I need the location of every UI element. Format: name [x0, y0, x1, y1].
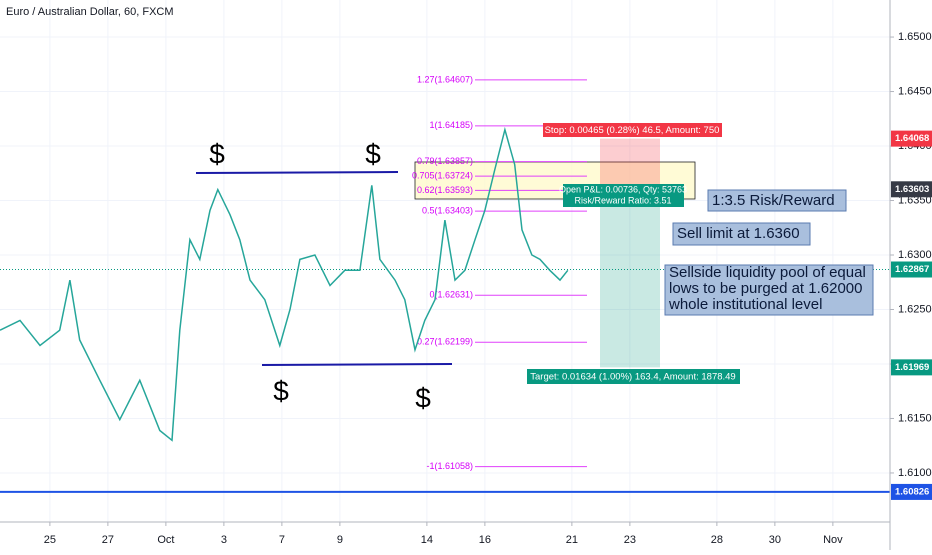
- x-tick-label: 9: [337, 534, 343, 546]
- ratio-label: Risk/Reward Ratio: 3.51: [574, 195, 671, 205]
- pnl-label: Open P&L: 0.00736, Qty: 53763: [559, 184, 687, 194]
- x-tick-label: Nov: [823, 534, 843, 546]
- target-label: Target: 0.01634 (1.00%) 163.4, Amount: 1…: [530, 372, 735, 383]
- time-axis: [0, 522, 890, 550]
- price-badge: [891, 483, 932, 500]
- equal-highs-line: [195, 171, 399, 174]
- x-tick-label: 28: [711, 534, 723, 546]
- price-badge-label: 1.62867: [895, 264, 929, 275]
- y-tick-label: 1.65000: [898, 31, 932, 43]
- pnl-label-box: [563, 184, 684, 207]
- x-tick-label: 30: [769, 534, 781, 546]
- fib-label: 0.705(1.63724): [412, 170, 473, 180]
- x-tick-label: 7: [279, 534, 285, 546]
- price-badge: [891, 359, 932, 376]
- dollar-marker: $: [273, 375, 289, 406]
- price-line: [0, 126, 569, 442]
- fib-label: 1(1.64185): [429, 120, 473, 130]
- note-box: [707, 189, 847, 212]
- note-box: [664, 264, 874, 316]
- note: 1:3.5 Risk/Reward: [712, 192, 835, 209]
- x-tick-label: 21: [566, 534, 578, 546]
- price-badge: [891, 130, 932, 147]
- y-tick-label: 1.63000: [898, 249, 932, 261]
- note-box: [672, 222, 811, 246]
- fib-label: 1.27(1.64607): [417, 74, 473, 84]
- fib-label: 0.27(1.62199): [417, 337, 473, 347]
- dollar-marker: $: [209, 138, 225, 169]
- y-tick-label: 1.61000: [898, 467, 932, 479]
- x-tick-label: 23: [624, 534, 636, 546]
- x-tick-label: 27: [102, 534, 114, 546]
- dollar-marker: $: [415, 382, 431, 413]
- position-tool: [600, 138, 660, 368]
- price-badge-label: 1.61969: [895, 362, 929, 373]
- note: whole institutional level: [668, 296, 822, 313]
- grid: [0, 0, 890, 522]
- risk-zone: [600, 138, 660, 190]
- fib-label: 0.79(1.63857): [417, 156, 473, 166]
- fib-label: 0.62(1.63593): [417, 185, 473, 195]
- fib-label: 0(1.62631): [429, 290, 473, 300]
- x-tick-label: 14: [421, 534, 433, 546]
- fib-label: 0.5(1.63403): [422, 205, 473, 215]
- price-badge-label: 1.63603: [895, 184, 929, 195]
- y-tick-label: 1.62500: [898, 303, 932, 315]
- price-badge: [891, 181, 932, 198]
- y-tick-label: 1.63500: [898, 194, 932, 206]
- stop-label: Stop: 0.00465 (0.28%) 46.5, Amount: 750: [545, 125, 720, 136]
- x-tick-label: 16: [479, 534, 491, 546]
- note: lows to be purged at 1.62000: [669, 280, 862, 297]
- target-label-box: [527, 369, 740, 384]
- price-badge-label: 1.64068: [895, 133, 929, 144]
- y-tick-label: 1.61500: [898, 412, 932, 424]
- fib-label: -1(1.61058): [426, 461, 473, 471]
- x-tick-label: Oct: [157, 534, 174, 546]
- dollar-marker: $: [365, 138, 381, 169]
- x-tick-label: 25: [44, 534, 56, 546]
- chart-title: Euro / Australian Dollar, 60, FXCM: [6, 6, 174, 18]
- reward-zone: [600, 189, 660, 368]
- stop-label-box: [543, 123, 722, 137]
- price-badge-label: 1.60826: [895, 486, 929, 497]
- axes: 1.610001.615001.620001.625001.630001.635…: [44, 31, 932, 546]
- equal-lows-line: [261, 363, 453, 366]
- y-tick-label: 1.64500: [898, 85, 932, 97]
- note: Sellside liquidity pool of equal: [669, 264, 866, 281]
- price-badge: [891, 261, 932, 278]
- note: Sell limit at 1.6360: [677, 225, 800, 242]
- x-tick-label: 3: [221, 534, 227, 546]
